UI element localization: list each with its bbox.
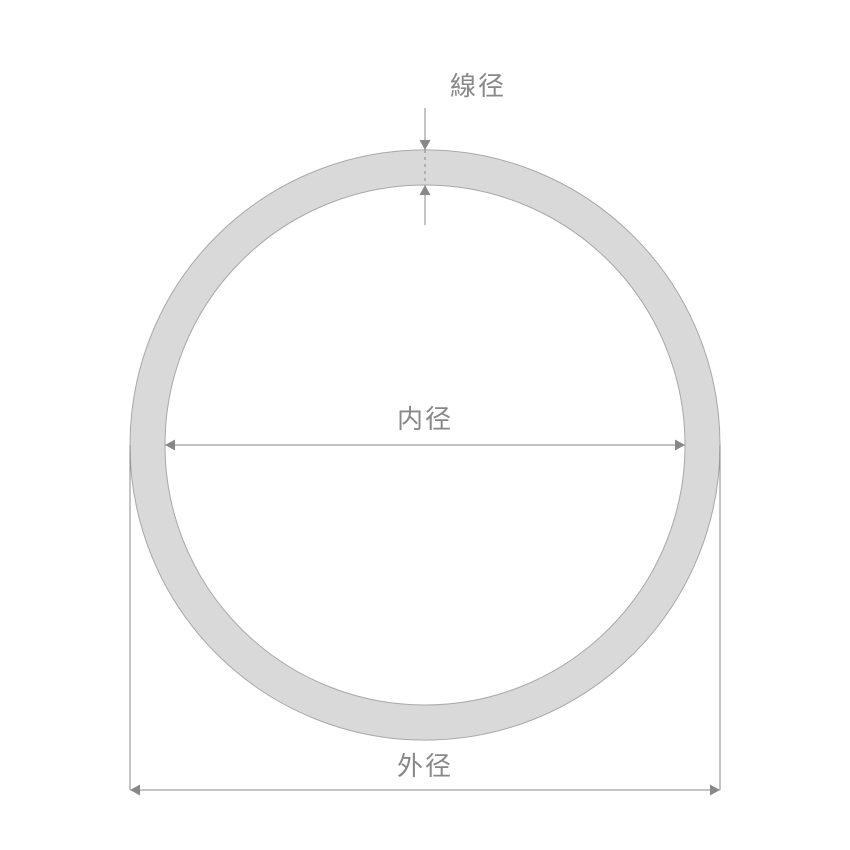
outer-diameter-label: 外径 xyxy=(397,751,453,781)
inner-diameter-label: 内径 xyxy=(397,404,453,434)
wire-diameter-label: 線径 xyxy=(450,71,506,101)
ring-diagram: 線径内径外径 xyxy=(0,0,850,850)
